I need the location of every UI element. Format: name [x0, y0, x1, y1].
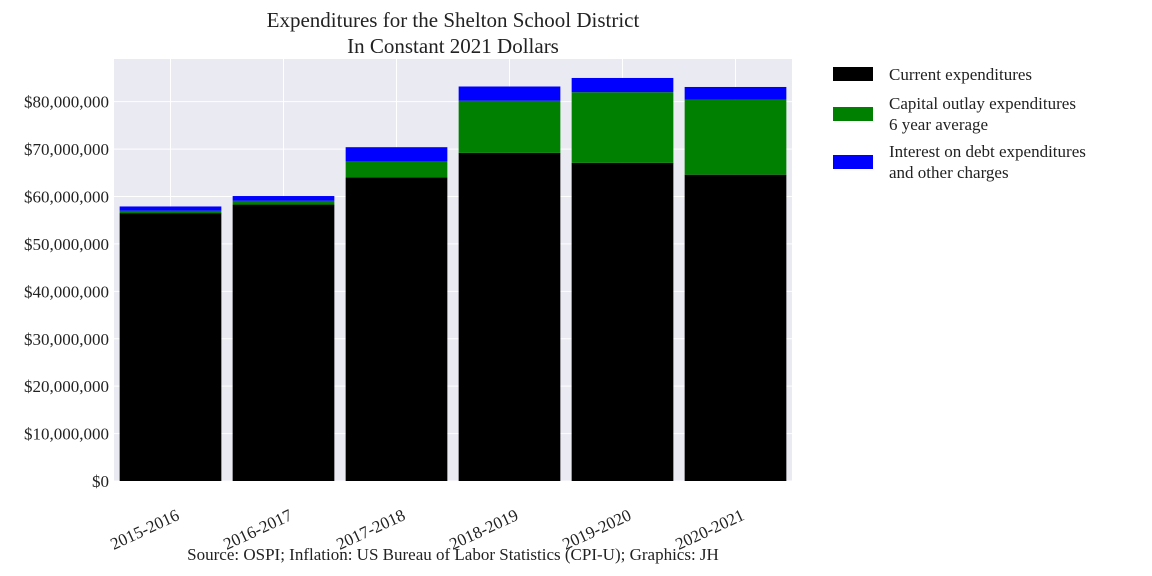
legend-label: Capital outlay expenditures	[889, 94, 1076, 113]
bar-interest	[458, 86, 561, 101]
legend-label: Interest on debt expenditures	[889, 142, 1086, 161]
bar-current	[345, 177, 448, 482]
y-axis: $0 $10,000,000 $20,000,000 $30,000,000 $40,0…	[24, 93, 109, 491]
bar-current	[458, 152, 561, 481]
y-tick-label: $20,000,000	[24, 377, 109, 396]
y-tick-label: $10,000,000	[24, 425, 109, 444]
legend-label-line2: and other charges	[889, 163, 1009, 182]
bar-capital	[684, 99, 787, 175]
legend-label: Current expenditures	[889, 65, 1032, 84]
bar-interest	[571, 77, 674, 93]
bar-capital	[119, 210, 222, 214]
bar-interest	[345, 147, 448, 162]
y-tick-label: $70,000,000	[24, 140, 109, 159]
y-tick-label: $50,000,000	[24, 235, 109, 254]
y-tick-label: $80,000,000	[24, 93, 109, 112]
legend: Current expenditures Capital outlay expen…	[833, 65, 1086, 182]
bar-current	[571, 162, 674, 481]
bar-capital	[232, 200, 335, 205]
chart-title: Expenditures for the Shelton School Dist…	[267, 8, 640, 32]
y-tick-label: $0	[92, 472, 109, 491]
source-note: Source: OSPI; Inflation: US Bureau of La…	[187, 545, 719, 564]
chart-subtitle: In Constant 2021 Dollars	[347, 34, 559, 58]
bar-capital	[345, 161, 448, 178]
bar-interest	[684, 86, 787, 100]
bar-interest	[232, 196, 335, 201]
bar-current	[684, 174, 787, 481]
y-tick-label: $30,000,000	[24, 330, 109, 349]
legend-swatch	[833, 155, 873, 169]
y-tick-label: $60,000,000	[24, 188, 109, 207]
y-tick-label: $40,000,000	[24, 282, 109, 301]
bars	[119, 77, 787, 482]
bar-capital	[571, 92, 674, 163]
x-tick-label: 2015-2016	[107, 505, 182, 553]
legend-swatch	[833, 67, 873, 81]
legend-swatch	[833, 107, 873, 121]
bar-current	[119, 213, 222, 481]
bar-interest	[119, 206, 222, 211]
legend-label-line2: 6 year average	[889, 115, 988, 134]
bar-current	[232, 204, 335, 482]
plot-area	[114, 59, 792, 481]
bar-capital	[458, 100, 561, 153]
